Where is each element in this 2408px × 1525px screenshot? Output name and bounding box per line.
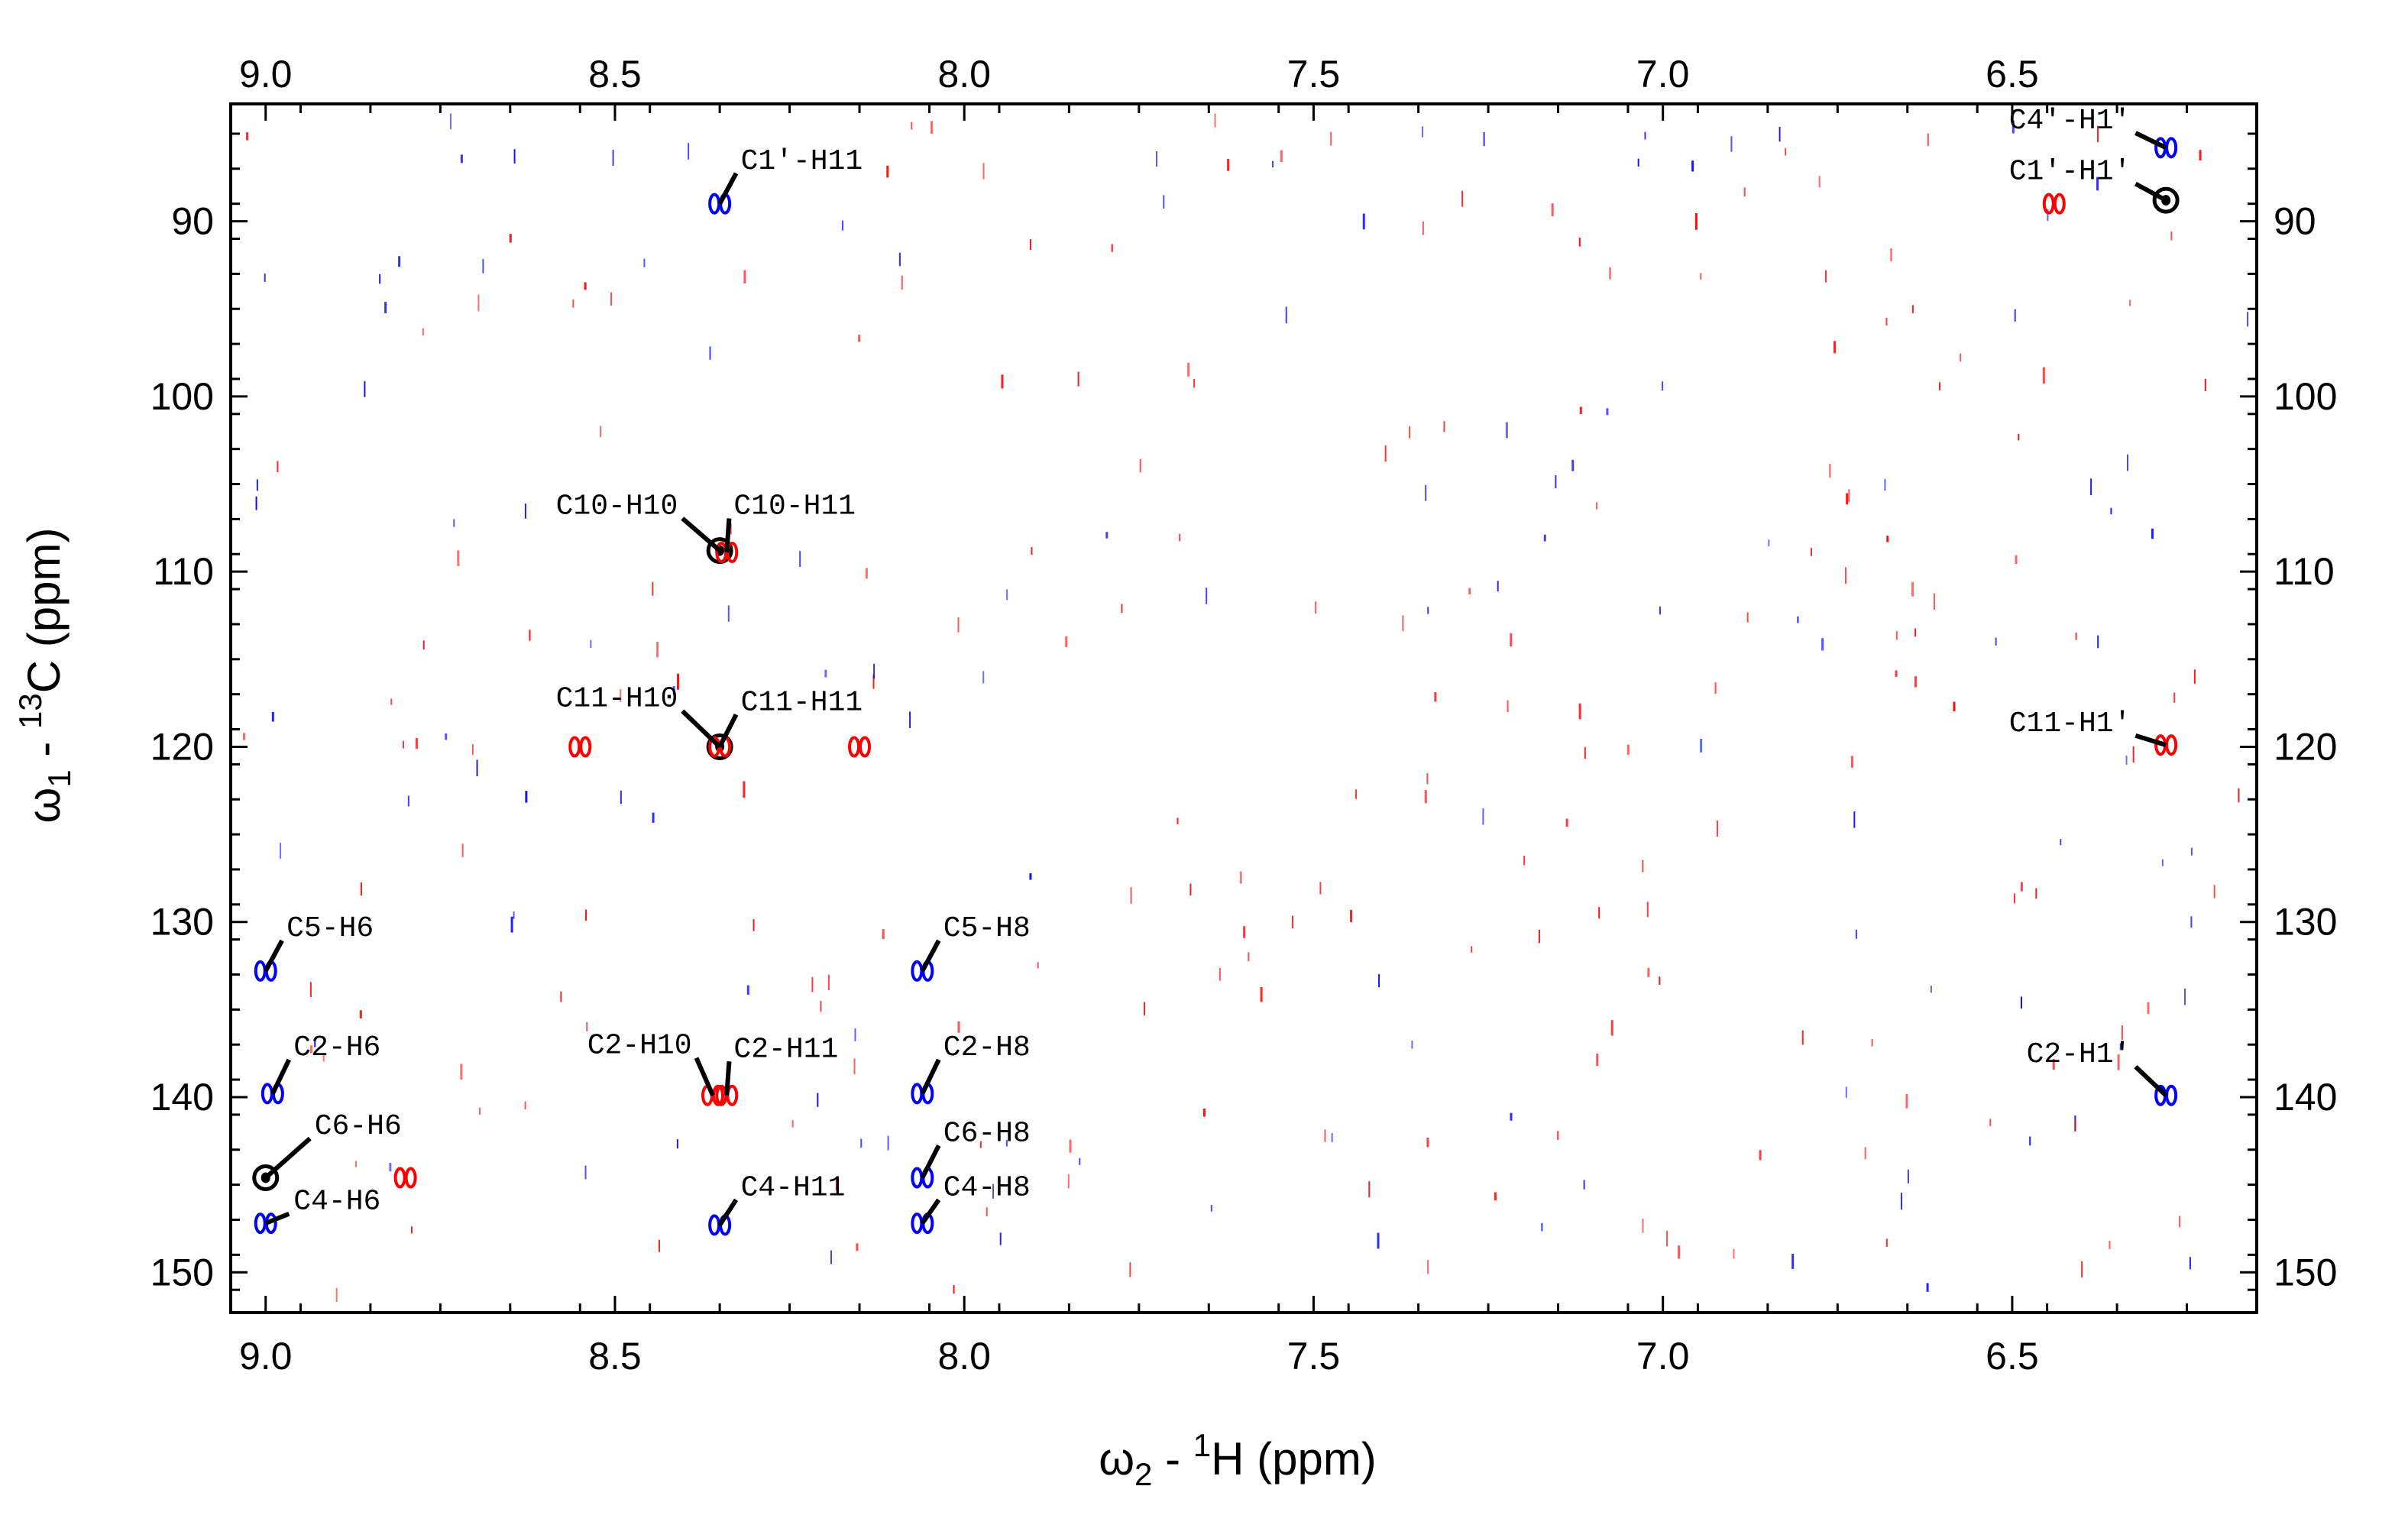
assigned-peak [254, 1213, 267, 1235]
unassigned-peak-pair [2053, 193, 2066, 215]
peak-layer [252, 137, 2180, 1236]
peak-leader-line [2135, 733, 2167, 748]
assigned-peak [911, 960, 924, 982]
peak-label: C6-H6 [315, 1110, 402, 1143]
peak-leader-line [2134, 1064, 2168, 1097]
peak-label: C11-H10 [556, 683, 678, 716]
y-tick-label-left: 90 [171, 200, 214, 243]
unassigned-peak-pair [579, 736, 592, 758]
assigned-peak [911, 1167, 924, 1189]
peak-label: C2-H6 [293, 1031, 380, 1064]
unassigned-peak-pair [859, 736, 872, 758]
peak-leader-line [920, 939, 941, 973]
assigned-peak [254, 960, 267, 982]
peak-leader-line [920, 1058, 941, 1095]
noise-layer [243, 113, 2249, 1302]
peak-label: C2-H10 [587, 1030, 692, 1063]
y-tick-label-right: 100 [2274, 375, 2337, 418]
assigned-peak [911, 1083, 924, 1105]
peak-leader-line [724, 1061, 732, 1096]
peak-leader-line [724, 518, 732, 553]
peak-leader-line [264, 1136, 312, 1180]
y-tick-label-right: 120 [2274, 725, 2337, 768]
peak-label: C5-H6 [286, 912, 374, 945]
y-tick-label-left: 130 [150, 901, 214, 944]
assigned-peak [911, 1213, 924, 1235]
peak-leader-line [264, 1211, 290, 1226]
x-tick-label-top: 6.5 [1986, 53, 2039, 96]
x-tick-label-bottom: 9.0 [239, 1335, 293, 1378]
x-tick-label-top: 8.0 [937, 53, 991, 96]
assigned-peak [261, 1083, 273, 1105]
unassigned-peak [393, 1167, 406, 1189]
peak-label: C1′-H11 [741, 145, 863, 178]
peak-leader-line [717, 1198, 739, 1226]
unassigned-peak-pair [404, 1167, 417, 1189]
x-tick-label-bottom: 8.0 [937, 1335, 991, 1378]
peak-label: C2-H8 [943, 1031, 1031, 1064]
y-tick-label-right: 150 [2274, 1251, 2337, 1293]
peak-leader-line [694, 1057, 715, 1096]
peak-label: C4-H8 [943, 1171, 1031, 1204]
x-tick-label-top: 9.0 [239, 53, 293, 96]
y-tick-label-right: 110 [2274, 550, 2335, 593]
unassigned-peak [568, 736, 581, 758]
x-tick-label-top: 7.0 [1636, 53, 1690, 96]
x-tick-label-top: 7.5 [1287, 53, 1341, 96]
unassigned-peak [848, 736, 861, 758]
x-tick-label-bottom: 7.5 [1287, 1335, 1341, 1378]
x-tick-label-bottom: 6.5 [1986, 1335, 2039, 1378]
peak-label: C4-H6 [293, 1186, 380, 1219]
assigned-peak-pair [2165, 734, 2178, 756]
peak-leader-line [920, 1144, 941, 1179]
x-axis-title: ω2 - 1H (ppm) [1099, 1427, 1377, 1492]
peak-label: C2-H1′ [2027, 1038, 2131, 1071]
peak-label: C11-H11 [741, 686, 863, 719]
peak-label: C1′-H1′ [2009, 156, 2131, 189]
peak-leader-line [2134, 181, 2167, 202]
y-tick-label-right: 140 [2274, 1076, 2337, 1119]
peak-label: C4′-H1′ [2009, 105, 2131, 138]
tick-layer: 9.0 9.0 8.5 8.5 8.0 8.0 7.5 7.5 7.0 7.0 6.5 6.5 90 90… [150, 53, 2338, 1378]
x-tick-label-bottom: 8.5 [588, 1335, 642, 1378]
plot-frame [229, 102, 2258, 1314]
assigned-peak [252, 1164, 280, 1191]
peak-label: C5-H8 [943, 912, 1031, 945]
peak-label: C10-H10 [556, 491, 678, 523]
y-tick-label-left: 110 [153, 550, 214, 593]
y-tick-label-right: 130 [2274, 901, 2337, 944]
assigned-peak-pair [2165, 137, 2178, 159]
peak-leader-line [270, 1058, 292, 1095]
peak-leader-line [681, 516, 722, 552]
peak-label: C2-H11 [733, 1033, 838, 1066]
peak-label: C6-H8 [943, 1117, 1031, 1150]
assigned-peak-pair [711, 1084, 724, 1106]
y-axis-title: ω1 - 13C (ppm) [12, 528, 77, 824]
label-layer: C1′-H11 C4′-H1′ C1′-H1′ C10-H10 C10-H11 C11-H… [264, 105, 2168, 1226]
peak-leader-line [681, 709, 722, 749]
peak-label: C10-H11 [733, 491, 856, 523]
assigned-peak [708, 193, 721, 215]
peak-leader-line [2135, 131, 2167, 151]
peak-leader-line [264, 939, 284, 973]
assigned-peak-pair [2165, 1084, 2178, 1106]
peak-label: C11-H1′ [2009, 707, 2131, 740]
assigned-peak [2152, 186, 2180, 214]
assigned-peak [708, 1214, 721, 1236]
y-tick-label-left: 140 [150, 1076, 214, 1119]
peak-leader-line [920, 1198, 941, 1225]
unassigned-peak [2042, 193, 2055, 215]
peak-leader-line [717, 172, 739, 206]
peak-leader-line [717, 713, 739, 748]
x-tick-label-bottom: 7.0 [1636, 1335, 1690, 1378]
y-tick-label-right: 90 [2274, 200, 2316, 243]
x-tick-label-top: 8.5 [588, 53, 642, 96]
peak-label: C4-H11 [741, 1171, 846, 1204]
y-tick-label-left: 150 [150, 1251, 214, 1293]
y-tick-label-left: 120 [150, 725, 214, 768]
y-tick-label-left: 100 [150, 375, 214, 418]
